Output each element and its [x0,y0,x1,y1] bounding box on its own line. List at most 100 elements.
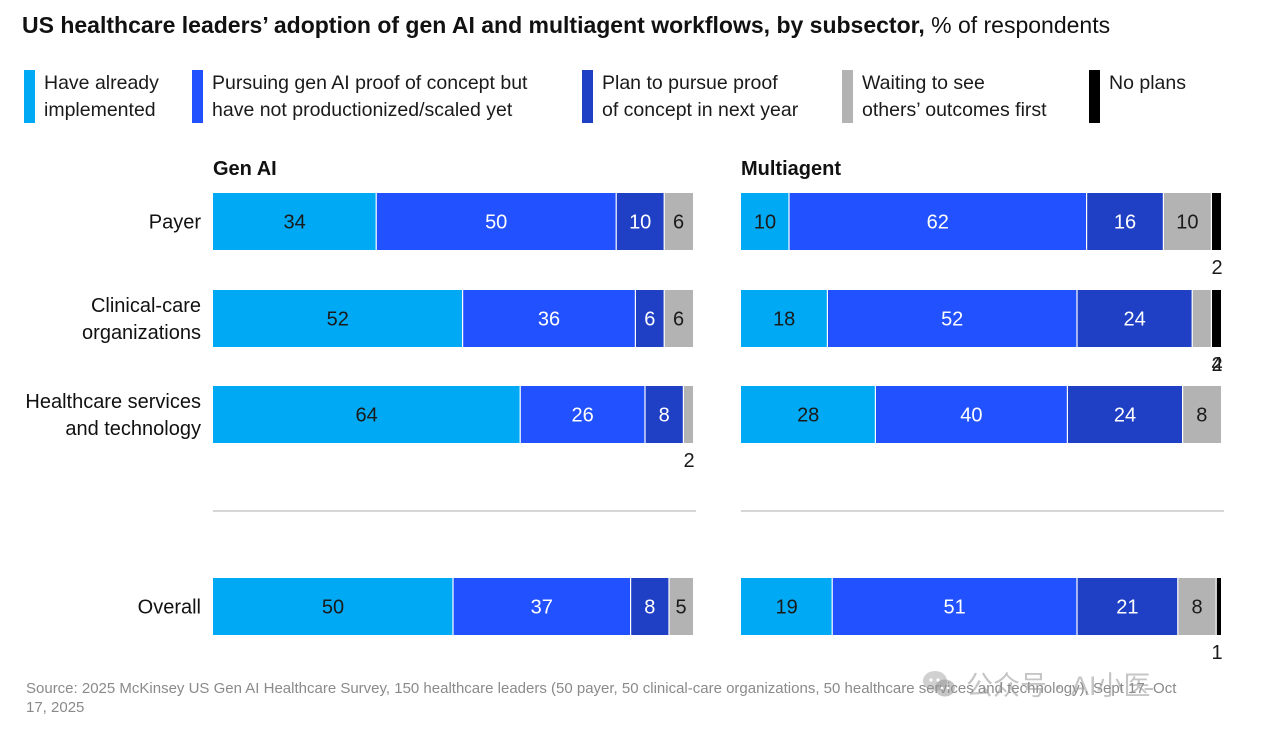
bar-segment [741,386,876,443]
data-label: 26 [571,405,593,427]
data-label: 36 [538,309,560,331]
chat-bubbles-icon [923,670,955,696]
data-label: 24 [1114,405,1136,427]
panel-title: Multiagent [741,158,841,180]
data-label: 40 [960,405,982,427]
data-label: 19 [775,597,797,619]
category-label: and technology [65,418,201,440]
data-label: 28 [797,405,819,427]
data-label: 8 [644,597,655,619]
chart-title-unit: % of respondents [924,12,1111,38]
data-label: 37 [531,597,553,619]
legend-label: Pursuing gen AI proof of concept but hav… [212,72,528,121]
bar-segment [1182,386,1221,443]
bar-segment [630,578,669,635]
data-label: 8 [659,405,670,427]
bar-segment [1163,193,1212,250]
data-label: 10 [1176,212,1198,234]
bar-segment [1077,578,1178,635]
data-label: 6 [644,309,655,331]
bar-segment [789,193,1087,250]
bar-segment [875,386,1068,443]
bar-segment [683,386,693,443]
bar-segment [213,386,521,443]
data-label-outside: 4 [1211,354,1222,376]
category-label: Healthcare services [25,391,201,413]
bar-segment [664,290,693,347]
legend-item-waiting: Waiting to see others’ outcomes first [842,70,1047,124]
data-label: 16 [1114,212,1136,234]
data-label-outside: 1 [1211,642,1222,664]
bar-segment [213,290,463,347]
legend-label: Waiting to see others’ outcomes first [862,72,1047,121]
data-label: 50 [485,212,507,234]
bar-segment [1067,386,1183,443]
bar-segment [453,578,631,635]
data-label: 50 [322,597,344,619]
data-label-outside: 2 [1211,354,1222,376]
legend-item-no-plans: No plans [1089,70,1186,123]
data-label: 51 [943,597,965,619]
bar-segment [1216,578,1221,635]
bar-segment [741,193,789,250]
legend-label: Plan to pursue proof of concept in next … [602,72,799,121]
data-label-outside: 2 [683,450,694,472]
data-label: 21 [1116,597,1138,619]
bar-segment [1077,290,1193,347]
bar-segment [462,290,636,347]
data-label: 10 [629,212,651,234]
data-label: 52 [327,309,349,331]
category-label: organizations [82,322,201,344]
bar-segment [827,290,1077,347]
legend-swatch [192,70,203,123]
chart-title-bold: US healthcare leaders’ adoption of gen A… [22,12,925,38]
bar-segment [616,193,665,250]
bar-segment [669,578,693,635]
legend-swatch [582,70,593,123]
legend-swatch [842,70,853,123]
chart-title: US healthcare leaders’ adoption of gen A… [22,10,1110,40]
source-note: Source: 2025 McKinsey US Gen AI Healthca… [26,680,1177,716]
bar-segment [664,193,693,250]
data-label: 24 [1123,309,1145,331]
data-label: 62 [927,212,949,234]
bar-segment [376,193,617,250]
legend-item-pursuing: Pursuing gen AI proof of concept but hav… [192,70,527,124]
legend-label: No plans [1109,72,1186,94]
bar-segment [741,578,833,635]
data-label: 10 [754,212,776,234]
data-label: 52 [941,309,963,331]
data-label-outside: 2 [1211,257,1222,279]
legend-swatch [24,70,35,123]
bar-segment [1211,290,1221,347]
legend-label: Have already implemented [44,72,159,121]
data-label: 64 [355,405,377,427]
category-label: Overall [138,597,201,619]
bar-segment [520,386,645,443]
bar-segment [1192,290,1212,347]
bar-segment [832,578,1077,635]
legend-swatch [1089,70,1100,123]
bar-segment [213,193,377,250]
bar-segment [1086,193,1164,250]
data-label: 5 [675,597,686,619]
data-label: 34 [283,212,305,234]
data-label: 6 [673,309,684,331]
bar-segment [741,290,828,347]
panel-title: Gen AI [213,158,277,180]
category-label: Payer [149,212,202,234]
bar-segment [1177,578,1217,635]
bar-segment [635,290,665,347]
bar-segment [645,386,684,443]
bar-segment [1211,193,1221,250]
category-label: Clinical-care [91,295,201,317]
legend-item-plan: Plan to pursue proof of concept in next … [582,70,798,124]
data-label: 8 [1191,597,1202,619]
bar-segment [213,578,453,635]
watermark: 公众号 · AI小医 [922,664,1151,703]
data-label: 6 [673,212,684,234]
legend-item-implemented: Have already implemented [24,70,159,124]
data-label: 8 [1196,405,1207,427]
data-label: 18 [773,309,795,331]
